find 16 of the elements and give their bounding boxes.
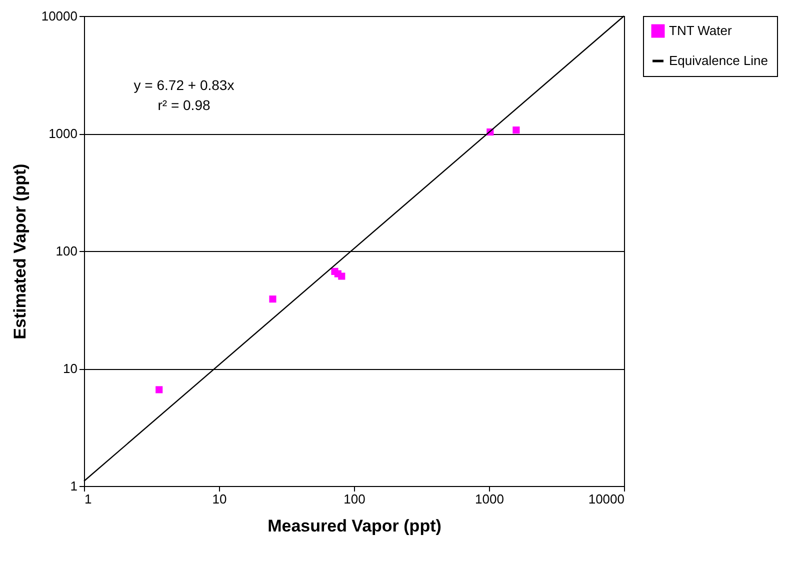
y-tick-label: 10 (63, 361, 78, 376)
y-tick-label: 1 (70, 478, 78, 494)
legend-label: TNT Water (669, 23, 733, 38)
x-tick-label: 10 (212, 492, 227, 506)
x-axis-title: Measured Vapor (ppt) (268, 516, 442, 536)
x-tick-label: 1 (84, 492, 92, 506)
y-tick-label: 1000 (48, 126, 78, 141)
y-tick-label: 100 (56, 244, 78, 258)
x-tick-label: 1000 (475, 492, 504, 506)
y-axis-title: Estimated Vapor (ppt) (10, 164, 30, 340)
legend-label: Equivalence Line (669, 53, 768, 68)
x-tick-label: 10000 (588, 492, 624, 506)
y-tick-label: 10000 (41, 8, 78, 24)
x-tick-label: 100 (344, 492, 366, 506)
annotation: r² = 0.98 (158, 97, 210, 113)
annotation: y = 6.72 + 0.83x (134, 77, 234, 93)
